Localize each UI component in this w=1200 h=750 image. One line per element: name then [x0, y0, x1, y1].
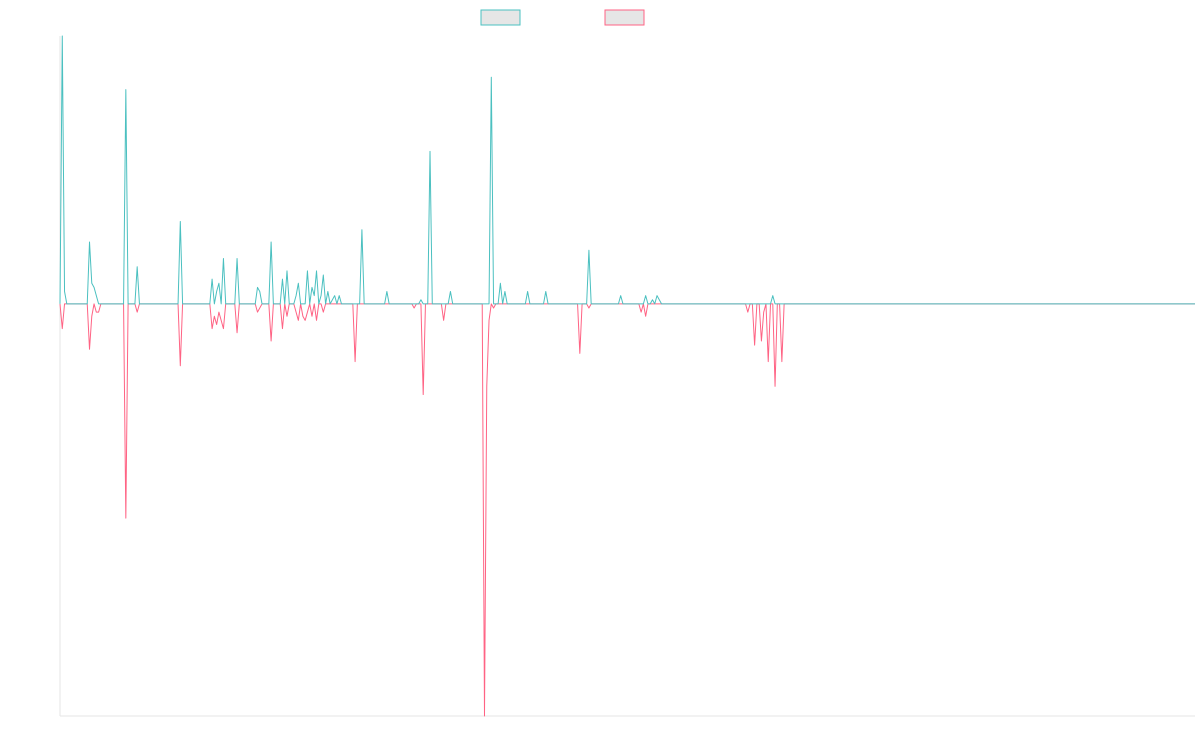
legend — [480, 9, 645, 26]
legend-swatch-2[interactable] — [604, 9, 645, 26]
legend-swatch-1[interactable] — [480, 9, 521, 26]
series-line-2 — [59, 303, 1195, 717]
series-lines — [59, 35, 1195, 717]
series-line-1 — [59, 35, 1195, 305]
axes — [59, 36, 1195, 717]
